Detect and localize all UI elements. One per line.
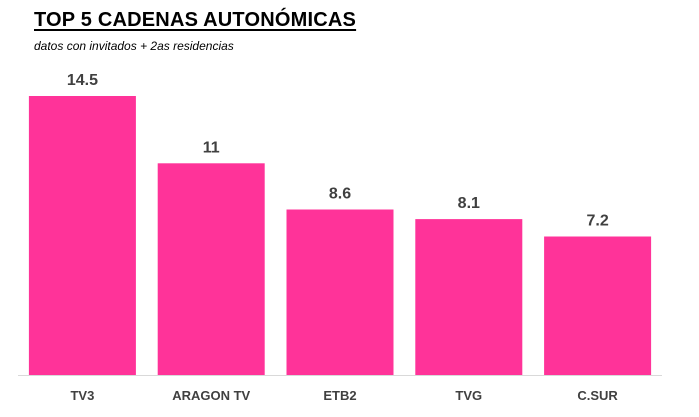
bar-c-sur bbox=[544, 236, 652, 375]
labels-group: 14.5 TV3 11 ARAGON TV 8.6 ETB2 8.1 TVG 7.2 C.SUR bbox=[67, 72, 619, 403]
bar-etb2 bbox=[286, 209, 394, 375]
bar-tv3 bbox=[28, 96, 136, 375]
data-label: 8.1 bbox=[458, 195, 480, 212]
chart-title: TOP 5 CADENAS AUTONÓMICAS bbox=[34, 9, 357, 31]
bars-group bbox=[28, 96, 652, 375]
category-label: C.SUR bbox=[577, 388, 618, 403]
chart-subtitle: datos con invitados + 2as residencias bbox=[34, 39, 234, 53]
bar-aragon-tv bbox=[157, 163, 265, 375]
bar-tvg bbox=[415, 219, 523, 375]
category-label: ETB2 bbox=[323, 388, 356, 403]
data-label: 14.5 bbox=[67, 72, 98, 89]
category-label: TVG bbox=[455, 388, 482, 403]
data-label: 11 bbox=[203, 139, 220, 156]
category-label: ARAGON TV bbox=[172, 388, 250, 403]
data-label: 8.6 bbox=[329, 186, 351, 203]
category-label: TV3 bbox=[70, 388, 94, 403]
data-label: 7.2 bbox=[586, 213, 608, 230]
